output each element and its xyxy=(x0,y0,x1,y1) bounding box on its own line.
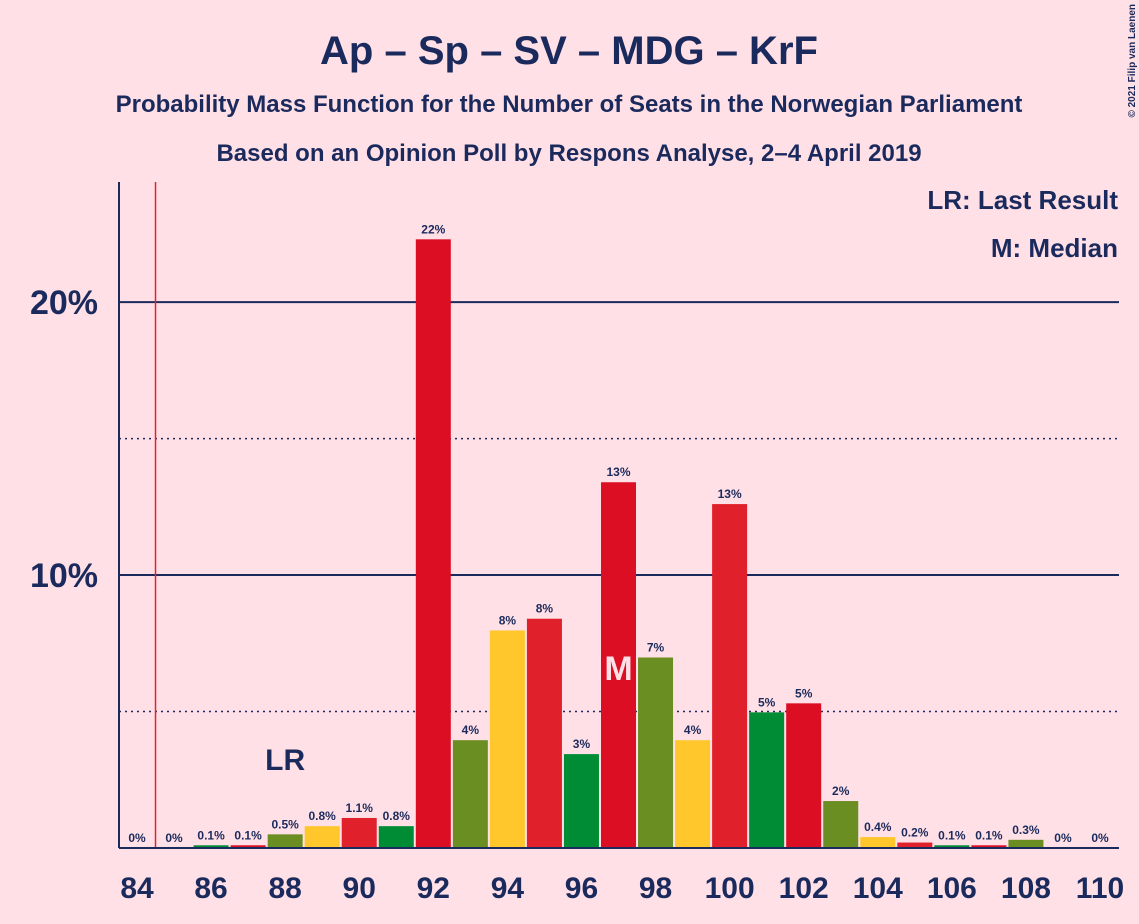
legend-entry: LR: Last Result xyxy=(927,185,1118,215)
bar xyxy=(304,826,340,848)
data-label: 22% xyxy=(421,222,445,236)
bar xyxy=(749,712,785,848)
data-label: 0.4% xyxy=(864,820,892,834)
bar xyxy=(971,845,1007,848)
bar xyxy=(860,837,896,848)
data-label: 8% xyxy=(536,602,554,616)
bar xyxy=(786,703,822,848)
x-tick-label: 98 xyxy=(639,872,672,905)
chart-subtitle: Based on an Opinion Poll by Respons Anal… xyxy=(216,140,921,167)
x-tick-label: 104 xyxy=(853,872,903,905)
data-label: 13% xyxy=(606,465,630,479)
x-tick-label: 84 xyxy=(120,872,154,905)
legend-entry: M: Median xyxy=(991,233,1118,263)
x-tick-label: 108 xyxy=(1001,872,1051,905)
data-label: 0.1% xyxy=(938,828,966,842)
bar xyxy=(563,754,599,848)
data-label: 0.2% xyxy=(901,826,929,840)
x-tick-label: 110 xyxy=(1076,872,1124,905)
y-tick-label: 20% xyxy=(30,284,98,322)
median-label: M xyxy=(604,650,632,688)
bar xyxy=(1008,839,1044,848)
bar xyxy=(341,817,377,848)
data-label: 4% xyxy=(462,723,480,737)
bar xyxy=(601,482,636,848)
data-label: 0.8% xyxy=(309,809,337,823)
bar xyxy=(415,239,451,848)
chart-title: Ap – Sp – SV – MDG – KrF xyxy=(320,29,818,73)
data-label: 5% xyxy=(758,695,776,709)
bar xyxy=(675,740,711,848)
data-label: 13% xyxy=(718,487,742,501)
data-label: 0% xyxy=(1054,831,1072,845)
x-tick-label: 102 xyxy=(779,872,829,905)
bar xyxy=(712,504,748,848)
x-tick-label: 106 xyxy=(927,872,977,905)
data-label: 0.3% xyxy=(1012,823,1040,837)
x-tick-label: 100 xyxy=(705,872,755,905)
data-label: 0.1% xyxy=(234,828,262,842)
data-label: 0% xyxy=(1091,831,1109,845)
x-tick-label: 90 xyxy=(343,872,376,905)
bar xyxy=(378,826,414,848)
last-result-label: LR xyxy=(265,744,305,777)
data-label: 0% xyxy=(165,831,183,845)
bar xyxy=(489,630,525,848)
x-tick-label: 92 xyxy=(417,872,450,905)
data-label: 5% xyxy=(795,686,813,700)
bar xyxy=(823,801,859,848)
bar xyxy=(934,845,970,848)
data-label: 7% xyxy=(647,640,665,654)
bar xyxy=(193,845,229,848)
data-label: 4% xyxy=(684,723,702,737)
data-label: 0.1% xyxy=(975,828,1003,842)
bar xyxy=(452,740,488,848)
y-tick-label: 10% xyxy=(30,557,98,595)
data-label: 8% xyxy=(499,613,517,627)
copyright: © 2021 Filip van Laenen xyxy=(1127,4,1138,118)
x-tick-label: 88 xyxy=(268,872,301,905)
data-label: 0.8% xyxy=(383,809,411,823)
x-tick-label: 96 xyxy=(565,872,598,905)
data-label: 0.5% xyxy=(271,817,299,831)
bar xyxy=(230,845,266,848)
chart-subtitle: Probability Mass Function for the Number… xyxy=(116,91,1023,118)
data-label: 1.1% xyxy=(346,801,374,815)
data-label: 0% xyxy=(128,831,146,845)
data-label: 3% xyxy=(573,737,591,751)
bar xyxy=(267,834,303,848)
bar xyxy=(897,842,933,848)
bar xyxy=(638,657,674,848)
data-label: 0.1% xyxy=(197,828,225,842)
x-tick-label: 94 xyxy=(491,872,525,905)
bar xyxy=(526,618,562,848)
x-tick-label: 86 xyxy=(194,872,227,905)
data-label: 2% xyxy=(832,784,850,798)
